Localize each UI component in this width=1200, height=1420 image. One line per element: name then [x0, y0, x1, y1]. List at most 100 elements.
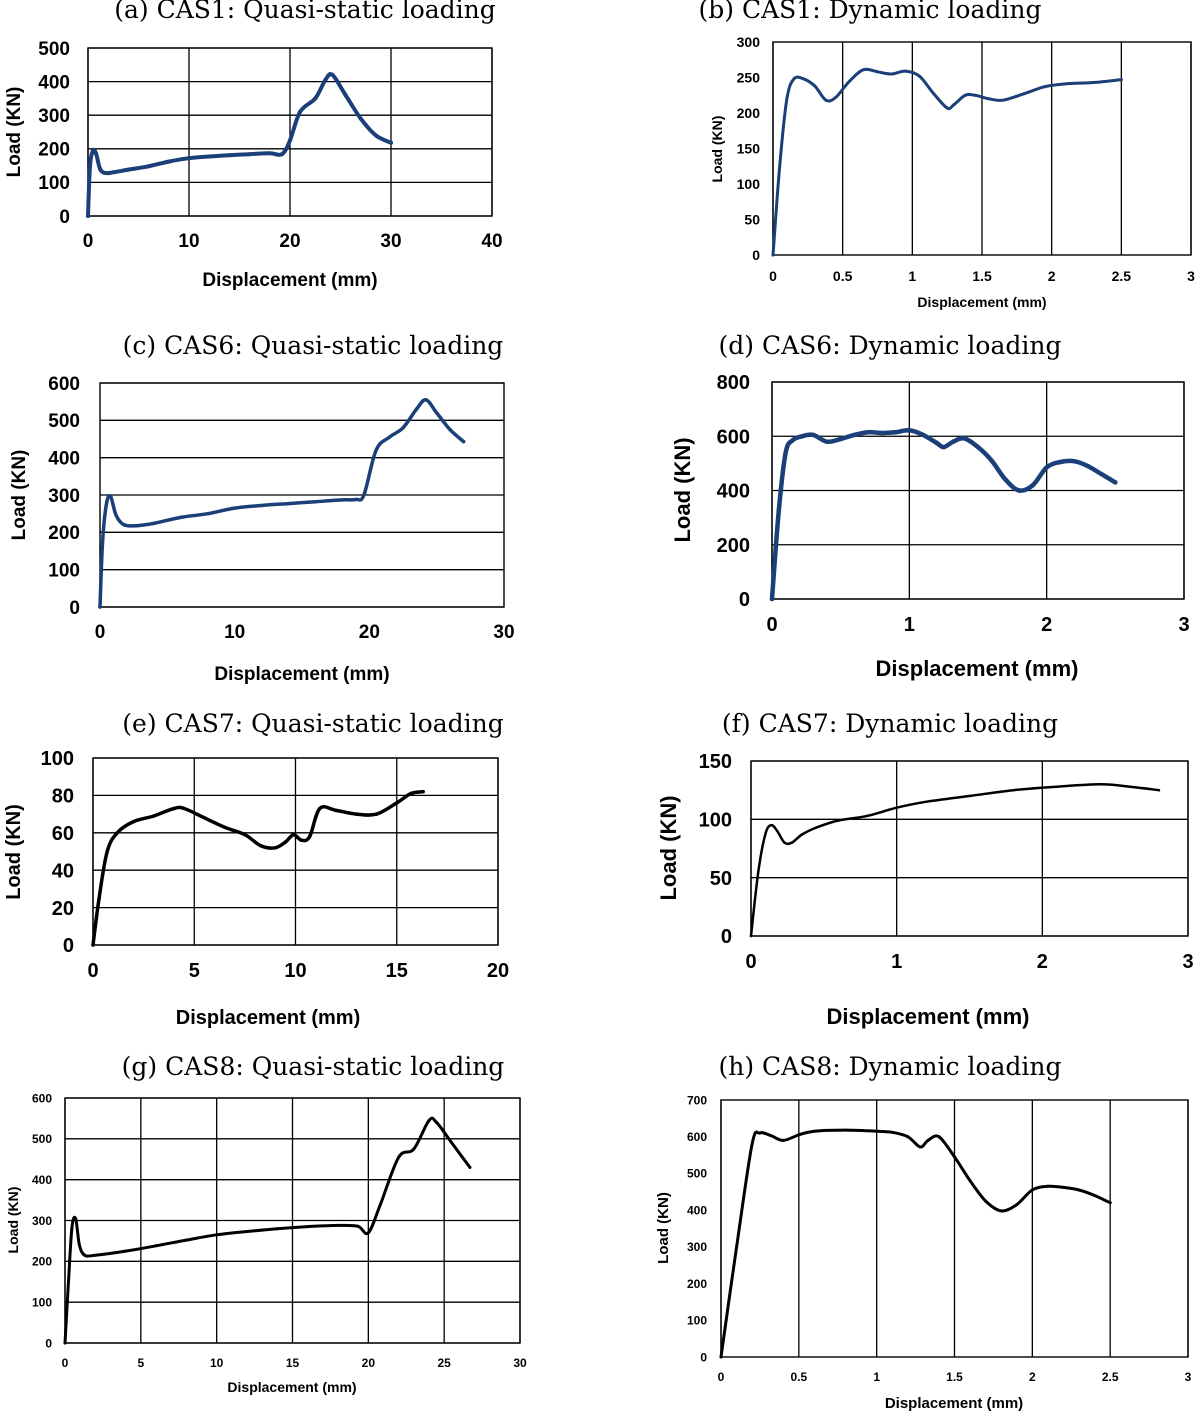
panel-e-data-point-20	[374, 812, 379, 816]
panel-d-data-point-27	[1099, 471, 1104, 477]
panel-c-data-point-18	[387, 435, 392, 439]
panel-a-title: (a) CAS1: Quasi-static loading	[114, 0, 496, 24]
panel-d-ytick-label: 600	[717, 426, 750, 448]
panel-f-xaxis-title: Displacement (mm)	[827, 1004, 1030, 1029]
panel-g-data-point-18	[397, 1155, 401, 1159]
panel-c-ytick-label: 100	[48, 561, 80, 582]
panel-d-data-point-22	[1030, 482, 1036, 488]
panel-c-data-point-2	[104, 500, 109, 505]
panel-a-data-point-16	[288, 138, 292, 143]
panel-g-data-point-5	[83, 1253, 87, 1257]
panel-a-data-point-10	[187, 156, 191, 161]
panel-g-data-point-21	[435, 1121, 439, 1124]
panel-g-data-point-0	[63, 1341, 67, 1345]
panel-d-data-point-11	[893, 429, 898, 435]
panel-c-data-point-8	[179, 515, 183, 520]
panel-b-ytick-label: 150	[737, 141, 761, 157]
panel-b-ytick-label: 300	[737, 34, 761, 50]
panel-g-xaxis-title: Displacement (mm)	[227, 1379, 356, 1395]
panel-e-data-point-21	[395, 801, 399, 805]
panel-e-data-point-13	[283, 840, 288, 844]
panel-a-ytick-label: 500	[38, 39, 70, 60]
panel-g-data-point-14	[336, 1223, 340, 1227]
panel-e-yaxis-title: Load (KN)	[3, 804, 25, 900]
panel-h-data-point-14	[937, 1135, 941, 1139]
panel-g-yaxis-title: Load (KN)	[5, 1187, 21, 1254]
panel-h-data-point-18	[999, 1209, 1003, 1213]
panel-e-data-point-22	[409, 791, 413, 796]
panel-a-data-point-1	[88, 163, 92, 168]
panel-c-ytick-label: 200	[48, 523, 80, 544]
panel-g-data-point-3	[74, 1217, 78, 1220]
panel-d-xtick-label: 0	[766, 614, 777, 636]
panel-c-ytick-label: 300	[48, 486, 80, 507]
panel-a: (a) CAS1: Quasi-static loading0100200300…	[4, 0, 503, 291]
panel-f-data-point-18	[1157, 788, 1161, 792]
panel-f-data-point-4	[775, 829, 779, 833]
panel-h-title: (h) CAS8: Dynamic loading	[718, 1052, 1061, 1081]
panel-a-ytick-label: 400	[38, 72, 70, 93]
panel-d-title: (d) CAS6: Dynamic loading	[719, 331, 1062, 360]
panel-d-gridlines	[771, 381, 1185, 600]
panel-c-data-point-20	[414, 407, 419, 411]
panel-e-ytick-label: 100	[41, 748, 74, 770]
panel-h-data-point-19	[1015, 1203, 1019, 1207]
panel-d-data-point-16	[951, 439, 956, 444]
panel-d-data-point-13	[920, 432, 926, 438]
panel-g-ytick-label: 400	[32, 1173, 52, 1187]
panel-g-ytick-label: 500	[32, 1132, 52, 1146]
panel-c-ytick-label: 500	[48, 411, 80, 432]
panel-a-data-point-12	[227, 153, 232, 158]
panel-d-yaxis-title: Load (KN)	[670, 437, 695, 542]
panel-e-data-point-15	[299, 838, 304, 843]
panel-h-ytick-label: 700	[687, 1093, 707, 1107]
panel-g-xtick-label: 0	[62, 1356, 69, 1370]
panel-c-data-point-6	[135, 523, 140, 528]
panel-e-gridlines	[92, 757, 499, 946]
panel-d-data-point-8	[852, 432, 857, 438]
panel-h-ytick-label: 600	[687, 1130, 707, 1144]
panel-a-data-point-18	[313, 96, 318, 101]
panel-c-data-point-10	[232, 506, 237, 510]
panel-b-data-point-7	[834, 95, 838, 99]
panel-a-data-point-11	[207, 154, 212, 159]
panel-h-ytick-label: 200	[687, 1277, 707, 1291]
panel-e-data-point-16	[307, 834, 312, 839]
panel-a-data-point-17	[298, 109, 303, 114]
panel-a-ytick-label: 200	[38, 140, 70, 161]
panel-b-ytick-label: 0	[752, 247, 760, 263]
panel-h-ytick-label: 0	[700, 1350, 707, 1364]
panel-b-data-point-16	[952, 103, 956, 106]
panel-b-data-point-6	[824, 98, 828, 102]
panel-b-data-point-12	[903, 69, 907, 73]
panel-d-xtick-label: 2	[1041, 614, 1052, 636]
panel-d-ytick-label: 200	[717, 535, 750, 557]
panel-d-data-point-15	[941, 444, 946, 450]
panel-h-series-line	[719, 1128, 1112, 1359]
panel-a-xtick-label: 20	[279, 231, 300, 252]
panel-a-data-point-5	[103, 171, 108, 175]
panel-g-xtick-label: 20	[362, 1356, 376, 1370]
panel-b-data-point-21	[1022, 92, 1026, 96]
panel-a-data-point-2	[91, 148, 95, 153]
panel-d-ytick-label: 800	[717, 372, 750, 394]
panel-f-data-point-13	[968, 794, 971, 798]
panel-d-data-point-4	[799, 434, 805, 439]
panel-b-data-point-24	[1092, 81, 1095, 84]
panel-h-ytick-label: 100	[687, 1314, 707, 1328]
panel-f: (f) CAS7: Dynamic loading 0 50 100 150 0 1 2 3 Di…	[656, 709, 1194, 1029]
panel-c-data-point-17	[374, 448, 378, 452]
panel-c-data-point-16	[362, 493, 366, 497]
panel-c-ytick-label: 600	[48, 374, 80, 395]
panel-g-data-point-6	[93, 1253, 97, 1257]
panel-c-data-point-14	[340, 498, 345, 502]
panel-e-data-point-1	[97, 896, 101, 901]
panel-b-series-line	[771, 67, 1123, 257]
panel-f-data-point-7	[800, 833, 804, 836]
panel-b-data-point-23	[1064, 82, 1068, 86]
panel-f-ytick-label: 100	[699, 810, 732, 832]
panel-c: (c) CAS6: Quasi-static loading0100200300…	[9, 331, 515, 685]
panel-b-data-point-9	[862, 68, 866, 72]
panel-h-data-point-25	[1108, 1201, 1112, 1205]
panel-b-gridlines	[772, 42, 1192, 255]
